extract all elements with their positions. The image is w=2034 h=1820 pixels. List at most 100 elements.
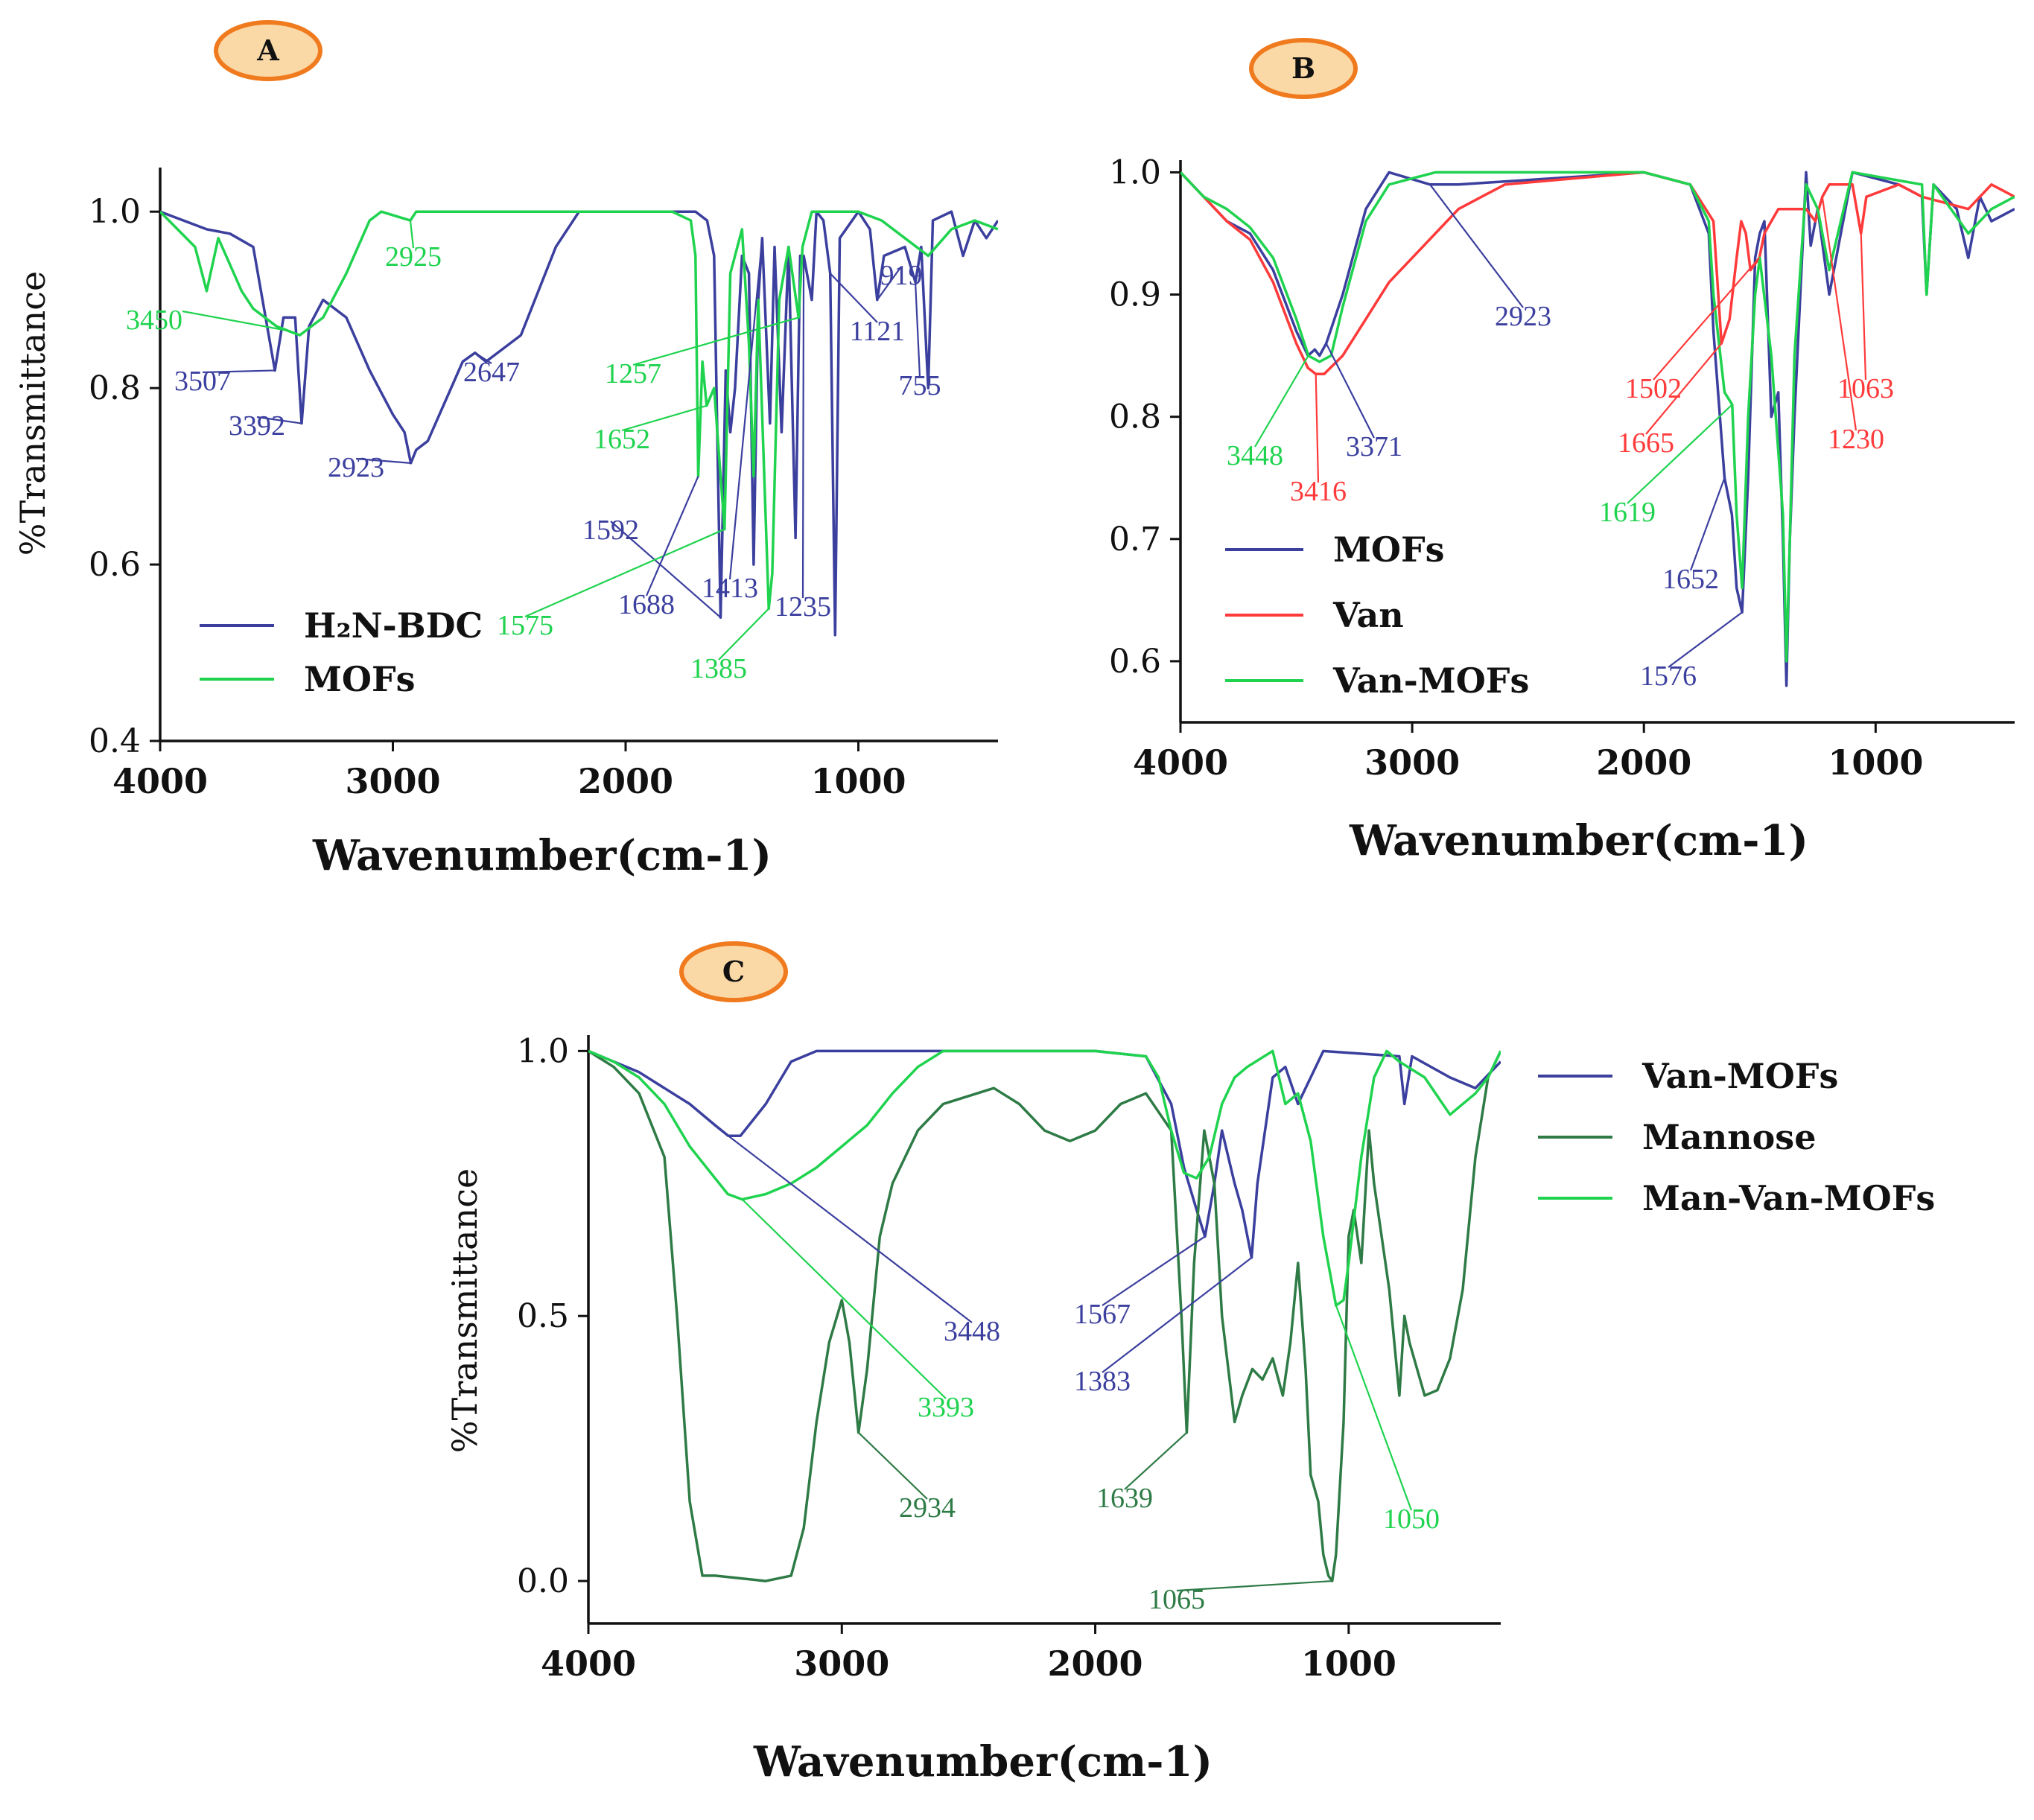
annotation-label: 1385 xyxy=(690,653,747,684)
y-tick-label: 0.8 xyxy=(89,369,141,407)
annotation-leader xyxy=(1860,233,1867,381)
annotation-label: 1639 xyxy=(1096,1483,1153,1514)
peak-annotation: 1413 xyxy=(702,238,763,604)
annotation-label: 1575 xyxy=(497,610,553,641)
y-tick-label: 0.6 xyxy=(89,546,141,584)
x-axis-label: Wavenumber(cm-1) xyxy=(1349,816,1808,865)
annotation-leader xyxy=(728,238,763,580)
panel-badge: B xyxy=(1249,38,1358,99)
peak-annotation: 1652 xyxy=(1662,477,1726,595)
annotation-leader xyxy=(801,255,805,599)
annotation-leader xyxy=(202,369,276,374)
peak-annotation: 1575 xyxy=(497,528,725,641)
legend-label: MOFs xyxy=(304,659,416,699)
legend-label: Man-Van-MOFs xyxy=(1642,1178,1935,1218)
x-tick-label: 2000 xyxy=(1596,742,1691,783)
annotation-leader xyxy=(1668,611,1743,668)
annotation-leader xyxy=(1315,374,1320,483)
y-tick-label: 1.0 xyxy=(517,1032,569,1070)
y-tick-label: 0.5 xyxy=(517,1297,569,1335)
series-mofs xyxy=(1180,171,2015,687)
annotation-label: 1652 xyxy=(594,424,650,455)
annotation-label: 1230 xyxy=(1828,424,1884,455)
peak-annotation: 2925 xyxy=(385,220,442,273)
peak-annotation: 1235 xyxy=(775,255,831,623)
peak-annotation: 1065 xyxy=(1148,1579,1332,1615)
peak-annotation: 1502 xyxy=(1625,257,1760,404)
y-tick-label: 1.0 xyxy=(1109,153,1161,191)
x-axis-label: Wavenumber(cm-1) xyxy=(753,1737,1213,1786)
annotation-leader xyxy=(876,266,902,301)
annotation-leader xyxy=(857,1431,928,1500)
annotation-label: 1235 xyxy=(775,591,831,623)
y-tick-label: 1.0 xyxy=(89,193,141,231)
annotation-label: 3448 xyxy=(944,1316,1000,1347)
annotation-label: 1576 xyxy=(1640,661,1697,692)
peak-annotation: 1257 xyxy=(605,316,799,389)
peak-annotation: 755 xyxy=(899,281,941,401)
series-mofs xyxy=(160,210,998,611)
annotation-label: 1063 xyxy=(1837,373,1894,404)
annotation-label: 2925 xyxy=(385,241,442,273)
legend-label: H₂N-BDC xyxy=(304,605,483,646)
annotation-leader xyxy=(610,521,722,618)
legend: H₂N-BDC MOFs xyxy=(200,605,483,699)
annotation-label: 1652 xyxy=(1662,564,1719,595)
x-tick-label: 4000 xyxy=(541,1644,636,1684)
annotation-leader xyxy=(1627,404,1733,504)
y-axis-label: %Transmittance xyxy=(445,1168,485,1453)
peak-annotation: 2647 xyxy=(463,351,520,388)
annotation-label: 1688 xyxy=(618,589,675,620)
annotation-leader xyxy=(1124,1431,1188,1490)
y-tick-label: 0.8 xyxy=(1109,398,1161,436)
peak-annotation: 1063 xyxy=(1837,233,1894,404)
legend-label: MOFs xyxy=(1333,529,1445,570)
peak-annotation: 1665 xyxy=(1618,343,1723,459)
peak-annotation: 1050 xyxy=(1335,1305,1440,1535)
annotation-label: 2923 xyxy=(328,452,384,483)
annotation-label: 2647 xyxy=(463,357,520,388)
annotation-leader xyxy=(355,457,411,464)
badge-label: A xyxy=(256,34,279,67)
panel-c: C 4000 3000 2000 1000 0.0 0.5 1.0 Wavenumber(cm-… xyxy=(445,941,1935,1786)
badge-label: B xyxy=(1291,51,1315,85)
legend: Van-MOFs Mannose Man-Van-MOFs xyxy=(1538,1056,1935,1218)
panel-b: B 4000 3000 2000 1000 0.6 0.7 0.8 0.9 1.0 Wavenumb… xyxy=(1109,38,2015,865)
peak-annotation: 2923 xyxy=(328,452,411,483)
annotation-leader xyxy=(1429,184,1524,308)
y-axis-label: %Transmittance xyxy=(13,271,53,556)
annotation-leader xyxy=(524,528,725,618)
legend: MOFs Van Van-MOFs xyxy=(1225,529,1529,701)
panel-badge: A xyxy=(214,20,322,81)
annotation-label: 3393 xyxy=(918,1392,974,1423)
peak-annotation: 1385 xyxy=(690,608,769,684)
y-tick-label: 0.9 xyxy=(1109,276,1161,314)
x-tick-label: 2000 xyxy=(1048,1644,1143,1684)
annotation-label: 1413 xyxy=(702,573,758,604)
peak-annotation: 3507 xyxy=(174,366,276,397)
peak-annotation: 3392 xyxy=(229,410,302,442)
x-tick-label: 3000 xyxy=(1364,742,1460,783)
annotation-leader xyxy=(1176,1579,1332,1592)
annotation-label: 1592 xyxy=(582,515,639,546)
annotation-leader xyxy=(718,608,769,661)
peak-annotation: 2923 xyxy=(1429,184,1551,332)
annotation-leader xyxy=(1689,477,1726,571)
series-h-n-bdc xyxy=(160,210,998,637)
annotation-leader xyxy=(621,404,708,432)
annotation-leader xyxy=(182,310,289,332)
annotation-label: 3507 xyxy=(174,366,231,397)
peak-annotation: 3393 xyxy=(741,1198,974,1423)
annotation-leader xyxy=(409,220,415,249)
annotation-leader xyxy=(829,273,878,323)
peak-annotation: 1383 xyxy=(1074,1257,1253,1397)
annotation-leader xyxy=(1325,343,1375,439)
y-tick-label: 0.7 xyxy=(1109,521,1161,559)
peak-annotation: 3450 xyxy=(126,305,289,336)
series-mannose xyxy=(588,1049,1501,1582)
peak-annotation: 1619 xyxy=(1599,404,1733,528)
badge-ellipse xyxy=(1249,38,1358,99)
peak-annotation: 1576 xyxy=(1640,611,1743,692)
y-tick-label: 0.4 xyxy=(89,722,141,760)
